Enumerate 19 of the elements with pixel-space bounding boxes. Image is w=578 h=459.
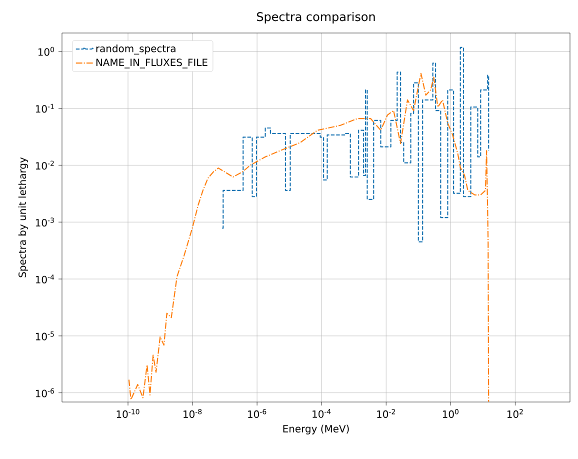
x-axis-title: Energy (MeV) [283,424,349,434]
legend-label: random_spectra [96,44,176,54]
legend-label: NAME_IN_FLUXES_FILE [96,58,208,68]
x-tick-label: 10$^{-8}$ [184,409,202,418]
y-tick-label: 10$^{-5}$ [36,332,54,340]
y-tick-label: 10$^{-6}$ [36,388,54,398]
x-tick-label: 10$^{-6}$ [248,409,266,418]
y-tick-label: 10$^{0}$ [38,46,54,56]
x-tick-label: 10$^{2}$ [507,409,523,418]
y-tick-label: 10$^{-3}$ [36,218,54,227]
x-tick-label: 10$^{-4}$ [312,409,331,418]
y-tick-label: 10$^{-1}$ [36,104,54,113]
x-tick-label: 10$^{-10}$ [116,409,140,418]
y-tick-label: 10$^{-2}$ [36,160,54,170]
y-axis-title: Spectra by unit lethargy [18,157,28,278]
x-tick-label: 10$^{-2}$ [377,409,395,418]
chart-title: Spectra comparison [256,12,375,24]
x-tick-label: 10$^{0}$ [442,409,458,418]
y-tick-label: 10$^{-4}$ [36,274,54,284]
